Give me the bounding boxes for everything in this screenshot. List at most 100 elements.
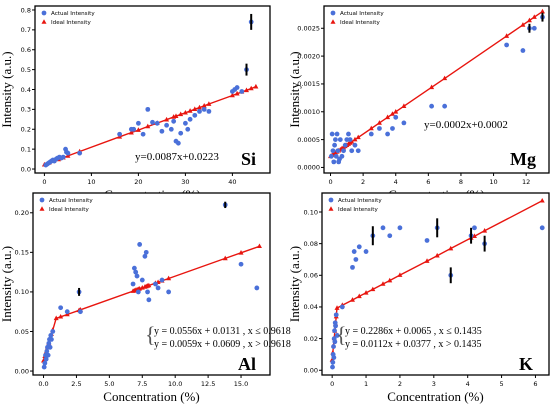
ideal-marker — [356, 293, 362, 299]
x-tick-label: 6 — [426, 178, 430, 186]
actual-point — [46, 340, 52, 346]
legend-actual-label: Actual Intensity — [338, 198, 382, 204]
y-tick-label: 0.06 — [304, 272, 318, 280]
actual-point — [401, 120, 407, 126]
actual-point — [333, 137, 338, 143]
ideal-marker — [520, 22, 526, 27]
actual-point — [42, 360, 48, 366]
x-tick-label: 30 — [181, 178, 189, 186]
y-tick-label: 0.02 — [304, 335, 318, 343]
chart-panel-mg: 0 2 4 6 8 10 12 0.0000 0.0005 0.0010 0.0015 0.0020 0… — [287, 5, 550, 202]
actual-point — [368, 131, 374, 137]
actual-point — [201, 106, 207, 112]
ideal-marker — [368, 125, 374, 131]
actual-point — [329, 131, 335, 137]
y-tick-label: 0.0005 — [297, 136, 320, 144]
fit-equation: y = 0.0112x + 0.0377 , x > 0.1435 — [345, 339, 482, 350]
ideal-marker — [238, 250, 244, 255]
x-tick-label: 5 — [499, 380, 503, 388]
fit-equation: y = 0.0059x + 0.0609 , x > 0.9618 — [154, 339, 291, 350]
actual-point — [333, 323, 338, 329]
ideal-marker — [182, 109, 188, 115]
x-tick-label: 20 — [134, 178, 142, 186]
ideal-marker — [244, 87, 249, 93]
ideal-marker — [197, 104, 202, 110]
actual-point — [65, 150, 71, 156]
actual-point — [239, 89, 245, 94]
ideal-marker — [234, 90, 240, 96]
ideal-marker — [256, 243, 262, 249]
actual-point — [347, 137, 353, 143]
actual-point — [352, 142, 358, 148]
ideal-marker — [334, 305, 340, 310]
actual-point — [143, 249, 149, 255]
ideal-marker — [166, 275, 172, 281]
actual-point — [140, 131, 146, 137]
actual-point — [44, 348, 50, 354]
y-tick-label: 0.20 — [15, 209, 29, 217]
actual-point — [130, 281, 136, 287]
ideal-marker — [53, 315, 59, 321]
actual-point — [333, 312, 339, 318]
ideal-marker — [58, 313, 64, 319]
legend-actual-marker — [41, 10, 47, 16]
ideal-marker — [393, 108, 399, 114]
actual-point — [337, 137, 343, 143]
legend-actual-label: Actual Intensity — [49, 198, 93, 204]
y-tick-label: 0.0020 — [297, 52, 320, 60]
actual-point — [504, 42, 510, 48]
actual-point — [341, 148, 346, 154]
actual-point — [334, 333, 340, 338]
actual-point — [238, 261, 244, 267]
actual-point — [442, 103, 448, 109]
actual-point — [137, 242, 143, 247]
actual-point — [429, 103, 435, 109]
x-tick-label: 4 — [466, 380, 470, 388]
actual-point — [520, 48, 526, 53]
actual-point — [331, 355, 337, 360]
ideal-marker — [504, 33, 510, 38]
y-tick-label: 0.0015 — [297, 80, 320, 88]
ideal-marker — [352, 136, 358, 142]
fit-equation: y=0.0087x+0.0223 — [135, 151, 219, 163]
actual-point — [187, 116, 193, 122]
y-tick-label: 0.1 — [21, 145, 31, 153]
actual-point — [332, 328, 337, 334]
actual-point — [146, 297, 152, 303]
actual-point — [346, 131, 351, 137]
y-tick-label: 0.8 — [21, 6, 31, 14]
chart-panel-si: 0102030400.00.10.20.30.40.50.60.70.8Conc… — [0, 5, 271, 202]
actual-point — [192, 112, 198, 118]
actual-point — [334, 131, 340, 137]
actual-point — [387, 233, 393, 239]
fit-equation: y = 0.2286x + 0.0065 , x ≤ 0.1435 — [345, 326, 482, 337]
y-tick-label: 0.04 — [304, 303, 318, 311]
ideal-marker — [192, 106, 198, 111]
x-tick-label: 2 — [398, 380, 402, 388]
actual-point — [166, 289, 172, 295]
actual-point — [234, 85, 240, 90]
actual-point — [539, 225, 545, 231]
legend-actual-label: Actual Intensity — [51, 11, 95, 17]
actual-point — [380, 225, 386, 231]
actual-point — [353, 257, 359, 262]
x-tick-label: 10 — [87, 178, 95, 186]
ideal-marker — [248, 85, 254, 91]
ideal-marker — [539, 8, 545, 14]
actual-point — [136, 120, 141, 126]
actual-point — [330, 359, 336, 365]
ideal-marker — [387, 277, 393, 283]
actual-point — [131, 265, 137, 271]
ideal-marker — [164, 116, 170, 122]
ideal-marker — [145, 123, 151, 129]
actual-point — [331, 344, 336, 349]
fit-equation: y=0.0002x+0.0002 — [424, 119, 508, 131]
actual-point — [342, 142, 348, 148]
ideal-marker — [539, 197, 545, 203]
x-tick-label: 10.0 — [168, 380, 182, 388]
ideal-marker — [385, 114, 391, 120]
actual-point — [183, 120, 188, 126]
legend-ideal-label: Ideal Intensity — [51, 20, 91, 26]
actual-point — [150, 119, 155, 125]
actual-point — [153, 281, 158, 287]
